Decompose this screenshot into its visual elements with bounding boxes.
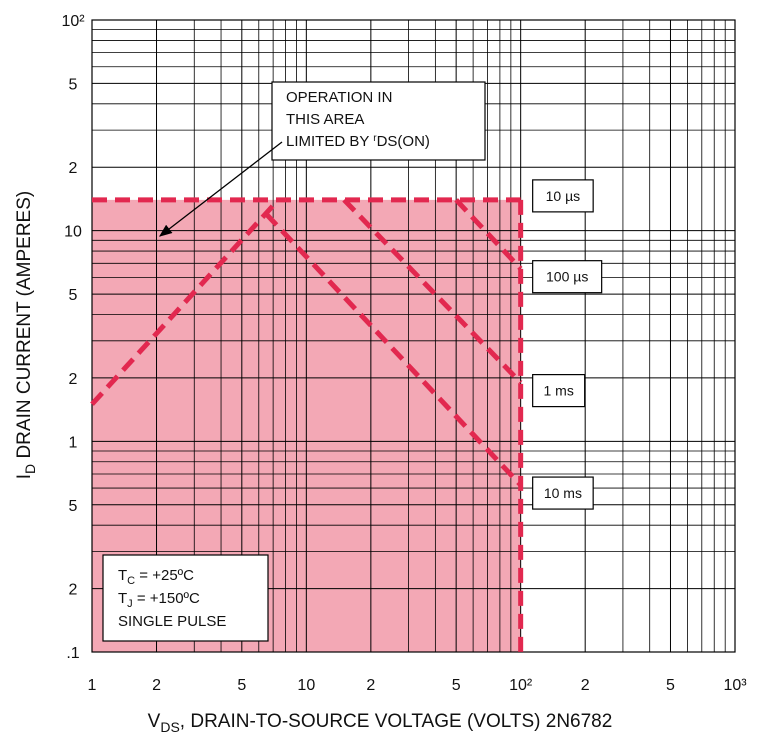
y-tick-label: 5: [69, 76, 78, 93]
x-tick-label: 1: [88, 677, 97, 694]
y-tick-label: 1: [69, 434, 78, 451]
note-box: [271, 81, 486, 161]
note-line: LIMITED BY rDS(ON): [286, 133, 430, 150]
series-label: 1 ms: [543, 383, 573, 399]
series-label: 10 µs: [546, 188, 581, 204]
limit-line: [90, 198, 281, 406]
series-label-box: [532, 179, 594, 213]
series-label-box: [532, 374, 586, 408]
condition: TC = +25ºC: [118, 567, 194, 587]
series-label-box: [532, 260, 603, 294]
y-tick-label: 2: [69, 371, 78, 388]
x-tick-label: 2: [152, 677, 161, 694]
y-tick-label: 10: [64, 224, 82, 241]
limit-line: [264, 212, 523, 487]
x-tick-label: 10: [297, 677, 315, 694]
y-tick-label: 5: [69, 287, 78, 304]
plot-border: [91, 19, 736, 653]
note-line: OPERATION IN: [286, 89, 392, 106]
y-axis-label: ID DRAIN CURRENT (AMPERES): [14, 191, 38, 479]
x-tick-label: 10³: [723, 677, 747, 694]
x-tick-label: 10²: [509, 677, 533, 694]
y-tick-label: 5: [69, 498, 78, 515]
x-tick-label: 5: [452, 677, 461, 694]
series-label-box: [532, 476, 594, 510]
conditions-box: [102, 554, 269, 642]
y-tick-label: 2: [69, 160, 78, 177]
note-line: THIS AREA: [286, 111, 364, 128]
y-tick-label: 10²: [61, 13, 85, 30]
limit-line: [454, 198, 523, 271]
limit-line: [342, 198, 523, 385]
y-tick-label: 2: [69, 582, 78, 599]
series-label: 10 ms: [544, 485, 582, 501]
note-arrow: [158, 141, 283, 237]
x-tick-label: 5: [666, 677, 675, 694]
condition: TJ = +150ºC: [118, 590, 200, 610]
series-label: 100 µs: [546, 269, 588, 285]
x-tick-label: 5: [237, 677, 246, 694]
x-tick-label: 2: [581, 677, 590, 694]
x-tick-label: 2: [366, 677, 375, 694]
y-tick-label: .1: [66, 645, 79, 662]
condition: SINGLE PULSE: [118, 613, 226, 630]
x-axis-label: VDS, DRAIN-TO-SOURCE VOLTAGE (VOLTS) 2N6…: [148, 711, 613, 735]
